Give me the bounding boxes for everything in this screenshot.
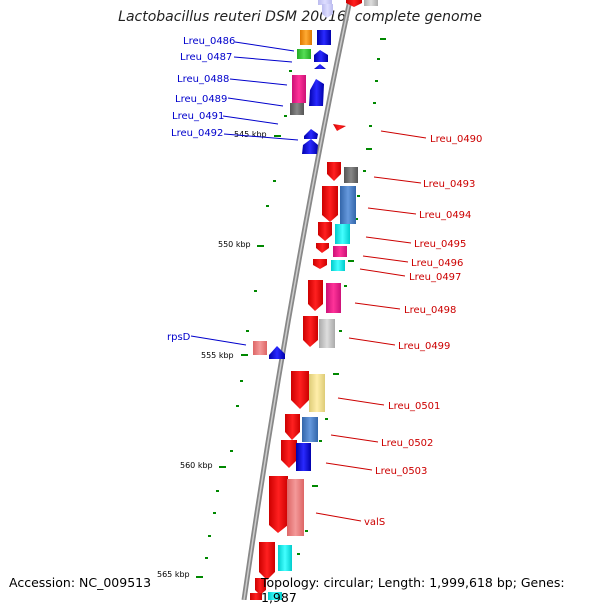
map-title: Lactobacillus reuteri DSM 20016, complet… <box>118 9 482 25</box>
gene-label-lreu-0486: Lreu_0486 <box>183 36 235 47</box>
gene-label-lreu-0498: Lreu_0498 <box>404 305 456 316</box>
topology-text: Topology: circular; Length: 1,999,618 bp… <box>261 575 565 605</box>
right-gene-leaders <box>315 130 427 522</box>
accession-text: Accession: NC_009513 <box>9 575 152 590</box>
gene-label-lreu-0494: Lreu_0494 <box>419 210 471 221</box>
gene-label-lreu-0492: Lreu_0492 <box>171 128 223 139</box>
gene-label-vals: valS <box>364 517 385 528</box>
gene-label-lreu-0501: Lreu_0501 <box>388 401 440 412</box>
gene-label-lreu-0503: Lreu_0503 <box>375 466 427 477</box>
tick-label-560: 560 kbp <box>180 461 213 470</box>
tick-label-565: 565 kbp <box>157 570 190 579</box>
right-feature-ticks <box>297 38 386 555</box>
gene-label-lreu-0489: Lreu_0489 <box>175 94 227 105</box>
gene-label-lreu-0496: Lreu_0496 <box>411 258 463 269</box>
gene-label-lreu-0493: Lreu_0493 <box>423 179 475 190</box>
gene-label-lreu-0495: Lreu_0495 <box>414 239 466 250</box>
scale-ticks <box>196 135 281 578</box>
tick-label-550: 550 kbp <box>218 240 251 249</box>
gene-label-lreu-0487: Lreu_0487 <box>180 52 232 63</box>
gene-label-lreu-0488: Lreu_0488 <box>177 74 229 85</box>
tick-label-545: 545 kbp <box>234 130 267 139</box>
tick-label-555: 555 kbp <box>201 351 234 360</box>
gene-label-lreu-0499: Lreu_0499 <box>398 341 450 352</box>
gene-label-lreu-0497: Lreu_0497 <box>409 272 461 283</box>
gene-blocks-reverse <box>250 0 378 600</box>
left-gene-leaders <box>190 41 299 346</box>
gene-label-lreu-0491: Lreu_0491 <box>172 111 224 122</box>
gene-label-rpsd: rpsD <box>167 332 191 343</box>
gene-blocks-forward <box>253 0 333 359</box>
genome-backbone-highlight <box>243 0 351 600</box>
gene-label-lreu-0490: Lreu_0490 <box>430 134 482 145</box>
gene-label-lreu-0502: Lreu_0502 <box>381 438 433 449</box>
